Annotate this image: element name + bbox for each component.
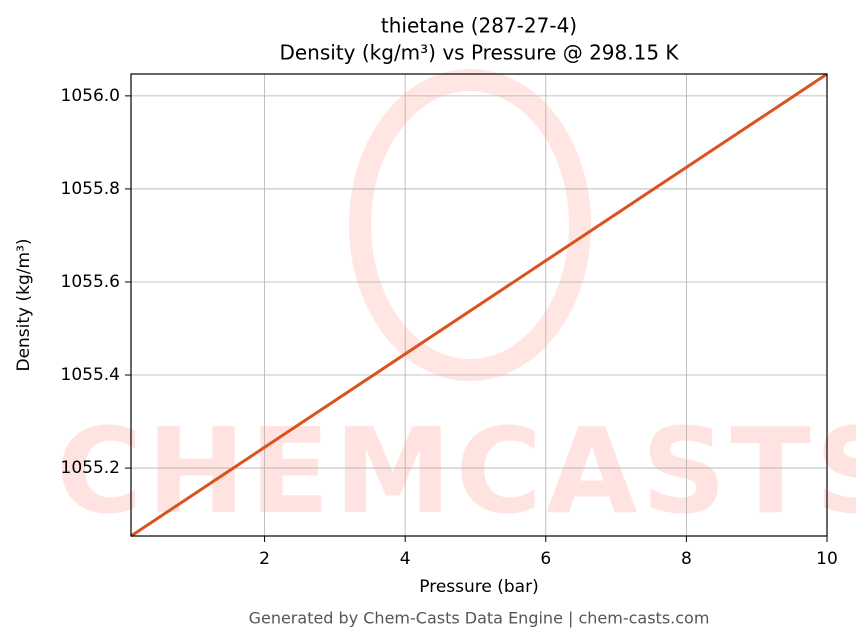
y-tick-label: 1056.0 <box>61 86 120 106</box>
plot-frame <box>130 73 828 537</box>
y-axis-label: Density (kg/m³) <box>14 238 34 371</box>
y-tick-label: 1055.4 <box>61 365 120 385</box>
y-tick-label: 1055.2 <box>61 458 120 478</box>
x-tick-label: 10 <box>816 549 838 569</box>
x-tick-label: 4 <box>400 549 411 569</box>
x-axis-label: Pressure (bar) <box>419 577 538 597</box>
watermark: CHEMCASTS <box>56 402 856 540</box>
chart-title: thietane (287-27-4) <box>381 14 577 38</box>
x-tick-label: 8 <box>681 549 692 569</box>
footer: Generated by Chem-Casts Data Engine | ch… <box>249 609 710 628</box>
data-line <box>130 72 828 538</box>
watermark-logo <box>349 69 591 381</box>
x-tick-label: 6 <box>540 549 551 569</box>
y-tick-label: 1055.6 <box>61 272 120 292</box>
x-tick-label: 2 <box>259 549 270 569</box>
chart-title: Density (kg/m³) vs Pressure @ 298.15 K <box>279 41 679 65</box>
y-tick-label: 1055.8 <box>61 179 120 199</box>
